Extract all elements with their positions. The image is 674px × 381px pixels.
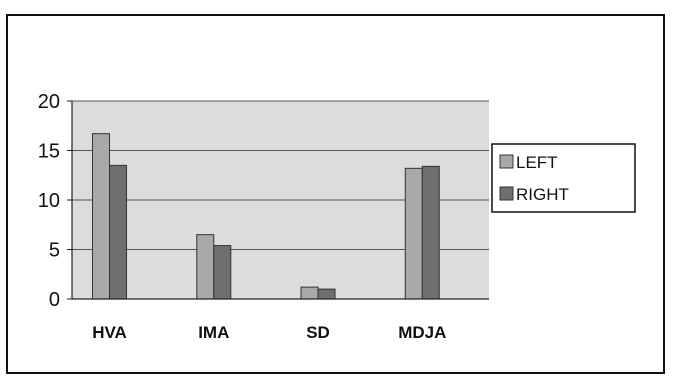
bars: [92, 133, 440, 300]
bar-right-ima: [213, 245, 232, 300]
legend-label-left: LEFT: [516, 153, 558, 172]
legend-box: [491, 143, 636, 213]
legend-swatch-right: [499, 186, 514, 201]
bar-left-mdja: [404, 167, 423, 300]
bar-left-ima: [196, 234, 215, 300]
y-tick-label: 5: [49, 240, 60, 262]
y-tick-label: 20: [38, 91, 60, 113]
y-tick-labels: 0 5 10 15 20: [38, 91, 72, 311]
bar-left-hva: [92, 133, 111, 300]
legend-label-right: RIGHT: [516, 185, 569, 204]
x-tick-label: IMA: [198, 323, 229, 342]
x-tick-label: MDJA: [398, 323, 446, 342]
bar-right-mdja: [421, 165, 440, 300]
y-tick-label: 15: [38, 141, 60, 163]
bar-right-sd: [317, 288, 336, 300]
x-tick-labels: HVA IMA SD MDJA: [92, 323, 446, 342]
x-tick-label: SD: [306, 323, 330, 342]
x-tick-label: HVA: [92, 323, 127, 342]
bar-right-hva: [109, 164, 128, 300]
legend: LEFT RIGHT: [491, 143, 636, 213]
y-tick-label: 10: [38, 190, 60, 212]
y-tick-label: 0: [49, 289, 60, 311]
bar-left-sd: [300, 286, 319, 300]
legend-swatch-left: [499, 154, 514, 169]
